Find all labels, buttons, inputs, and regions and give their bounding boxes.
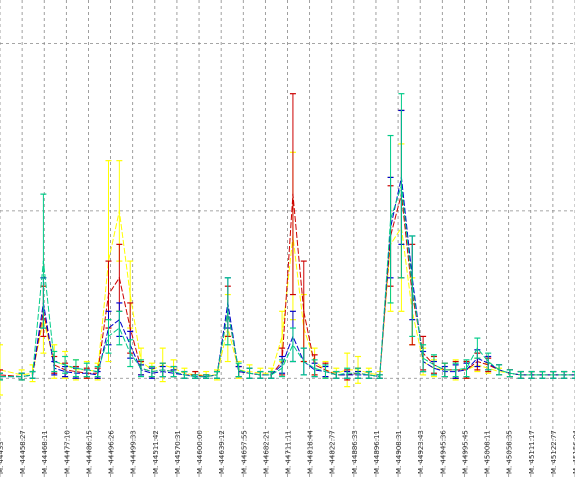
data-point (541, 374, 544, 376)
x-tick-label: M. 44818.44 (307, 430, 315, 474)
x-tick-label: M. 44468.11 (41, 430, 49, 474)
x-tick-label: M. 44945.36 (439, 430, 447, 474)
data-point (444, 369, 446, 371)
x-tick-label: M. 44499.33 (130, 430, 138, 474)
x-tick-label: M. 44496.26 (108, 430, 116, 474)
data-point (227, 310, 229, 312)
data-point (248, 372, 251, 374)
data-point (97, 370, 99, 373)
x-tick-label: M. 44639.12 (218, 430, 226, 474)
x-tick-label: M. 44458.27 (19, 430, 27, 474)
data-point (75, 367, 77, 369)
x-tick-label: M. 45008.11 (484, 430, 492, 474)
data-point (238, 369, 240, 371)
data-point (346, 372, 348, 374)
data-point (205, 375, 207, 378)
data-point (270, 374, 272, 376)
data-point (21, 375, 23, 378)
data-point (216, 374, 218, 376)
data-point (357, 372, 359, 374)
data-point (194, 375, 196, 378)
data-point (129, 293, 131, 296)
data-point (389, 218, 392, 220)
x-tick-label: M. 44896.11 (373, 430, 381, 474)
data-point (64, 364, 66, 366)
x-tick-label: M. 44711.11 (285, 430, 293, 474)
x-tick-label: M. 45111.17 (528, 430, 536, 474)
data-point (498, 369, 500, 371)
x-tick-label: M. 44995.45 (461, 430, 469, 474)
x-tick-label: M. 44511.42 (152, 430, 160, 474)
x-tick-label: M. 44477.10 (63, 430, 71, 474)
x-tick-label: M. 45122.77 (550, 430, 558, 474)
x-tick-label: M. 44433 (0, 441, 5, 474)
data-point (487, 360, 489, 363)
data-point (552, 374, 554, 376)
data-point (31, 374, 34, 376)
data-point (303, 360, 305, 363)
x-tick-label: M. 44570.31 (174, 430, 182, 474)
data-point (107, 293, 110, 296)
data-point (314, 367, 316, 369)
x-tick-label: M. 44486.15 (85, 430, 93, 474)
data-point (520, 374, 522, 376)
x-tick-label: M. 44908.31 (395, 430, 403, 474)
data-point (379, 375, 381, 378)
data-point (292, 344, 294, 346)
data-point (183, 374, 186, 376)
x-tick-labels: M. 44433 M. 44458.27 M. 44468.11 M. 44477.1… (0, 430, 575, 474)
data-point (42, 260, 44, 262)
x-tick-label: M. 44600.00 (196, 430, 204, 474)
data-point (281, 367, 283, 369)
x-tick-label: M. 44682.21 (262, 430, 270, 474)
data-point (476, 347, 478, 349)
data-point (129, 327, 131, 329)
series-line (0, 185, 575, 378)
data-point (151, 370, 153, 373)
data-point (324, 370, 327, 373)
data-point (107, 335, 110, 338)
x-tick-label: M. 44886.33 (351, 430, 359, 474)
data-point (400, 185, 403, 187)
data-point (465, 367, 468, 369)
x-tick-label: M. 44923.43 (417, 430, 425, 474)
data-point (281, 335, 283, 338)
data-point (433, 364, 435, 366)
data-point (86, 369, 88, 371)
data-point (531, 374, 533, 376)
data-point (0, 375, 1, 378)
data-point (118, 277, 120, 279)
x-tick-label: M. 45156.04 (572, 430, 575, 474)
data-point (563, 374, 565, 376)
data-point (455, 369, 457, 371)
data-point (303, 310, 305, 312)
x-tick-label: M. 45058.35 (506, 430, 514, 474)
data-point (172, 370, 175, 373)
data-point (162, 369, 164, 371)
data-point (259, 374, 261, 376)
data-point (368, 374, 370, 376)
data-point (53, 360, 55, 363)
series-layer (0, 93, 575, 396)
data-point (411, 285, 413, 287)
data-point (118, 210, 120, 212)
series-4 (0, 93, 575, 381)
data-point (335, 374, 337, 376)
data-point (129, 352, 131, 354)
x-tick-label: M. 44657.55 (240, 430, 248, 474)
data-point (422, 357, 424, 359)
x-tick-label: M. 44822.77 (329, 430, 337, 474)
data-point (292, 193, 294, 195)
data-point (140, 367, 142, 369)
data-point (118, 327, 120, 329)
data-point (509, 372, 511, 374)
